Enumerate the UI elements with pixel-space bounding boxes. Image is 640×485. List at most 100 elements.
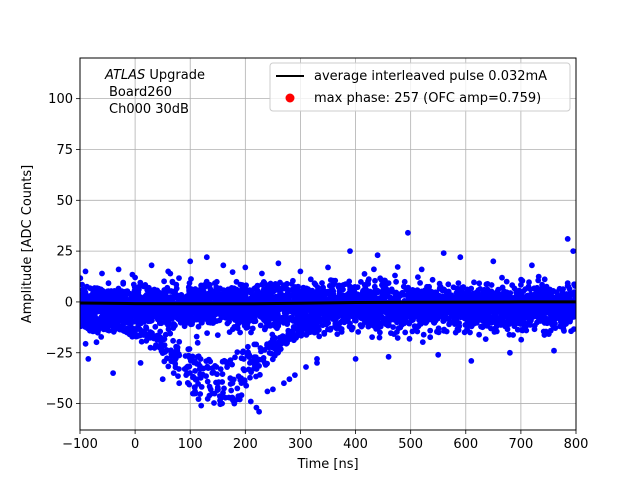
- sample-point: [493, 314, 500, 320]
- sample-point: [156, 307, 163, 313]
- sample-point: [119, 312, 126, 319]
- sample-point: [568, 328, 574, 335]
- sample-point: [196, 366, 203, 373]
- sample-point: [186, 381, 193, 388]
- sample-point: [372, 277, 378, 284]
- sample-point: [402, 316, 409, 323]
- sample-point: [250, 318, 257, 325]
- outlier-point: [132, 274, 139, 281]
- sample-point: [289, 332, 296, 339]
- sample-point: [204, 330, 211, 336]
- x-axis-label: Time [ns]: [296, 457, 358, 472]
- sample-point: [327, 292, 333, 299]
- sample-point: [245, 349, 252, 356]
- sample-point: [526, 279, 532, 286]
- sample-point: [361, 271, 368, 277]
- legend: average interleaved pulse 0.032mA max ph…: [269, 62, 571, 112]
- sample-point: [394, 264, 401, 270]
- sample-point: [440, 318, 447, 324]
- sample-point: [204, 378, 211, 385]
- sample-point: [425, 292, 432, 299]
- sample-point: [481, 307, 488, 314]
- sample-point: [524, 293, 531, 299]
- sample-point: [382, 277, 388, 284]
- plot-area: [80, 58, 576, 430]
- sample-point: [417, 306, 424, 312]
- sample-point: [105, 280, 112, 287]
- sample-point: [260, 357, 267, 364]
- sample-point: [287, 316, 293, 322]
- sample-point: [415, 323, 422, 329]
- sample-point: [132, 326, 139, 332]
- y-axis-label: Amplitude [ADC Counts]: [20, 165, 35, 323]
- sample-point: [510, 311, 517, 318]
- sample-point: [140, 283, 147, 290]
- sample-point: [253, 341, 260, 348]
- sample-point: [139, 328, 146, 335]
- y-tick-label: −50: [46, 397, 73, 412]
- sample-point: [405, 310, 412, 317]
- sample-point: [321, 331, 328, 337]
- atlas-italic: ATLAS: [104, 68, 145, 83]
- sample-point: [336, 288, 343, 294]
- legend-marker-swatch: [285, 93, 295, 103]
- sample-point: [233, 278, 240, 285]
- sample-point: [336, 293, 343, 300]
- sample-point: [347, 283, 353, 290]
- sample-point: [120, 327, 126, 334]
- outlier-point: [570, 248, 576, 254]
- x-tick-label: 0: [131, 437, 139, 452]
- sample-point: [254, 292, 261, 299]
- sample-point: [239, 282, 246, 288]
- sample-point: [222, 311, 229, 317]
- sample-point: [313, 314, 320, 321]
- sample-point: [572, 281, 576, 288]
- sample-point: [475, 287, 482, 293]
- sample-point: [357, 322, 364, 328]
- sample-point: [259, 281, 265, 288]
- sample-point: [248, 369, 255, 375]
- sample-point: [162, 291, 168, 297]
- sample-point: [419, 339, 426, 345]
- sample-point: [430, 317, 437, 323]
- sample-point: [104, 293, 110, 300]
- sample-point: [304, 313, 311, 320]
- sample-point: [541, 276, 548, 283]
- sample-point: [247, 374, 253, 381]
- sample-point: [167, 294, 174, 300]
- sample-point: [539, 302, 546, 309]
- sample-point: [307, 276, 314, 283]
- sample-point: [249, 325, 256, 332]
- sample-point: [440, 286, 447, 293]
- outlier-point: [418, 266, 425, 273]
- x-tick-label: 600: [453, 437, 478, 452]
- sample-point: [137, 279, 144, 286]
- x-tick-label: 500: [398, 437, 423, 452]
- sample-point: [312, 281, 319, 288]
- outlier-point: [385, 353, 392, 360]
- sample-point: [264, 360, 270, 367]
- sample-point: [87, 320, 94, 327]
- sample-point: [158, 340, 165, 347]
- sample-point: [192, 376, 199, 383]
- sample-point: [450, 284, 457, 291]
- outlier-point: [203, 254, 210, 261]
- outlier-point: [231, 400, 238, 407]
- sample-point: [392, 272, 398, 279]
- sample-point: [371, 266, 377, 273]
- sample-point: [563, 319, 569, 326]
- sample-point: [314, 305, 320, 312]
- sample-point: [334, 331, 341, 337]
- outlier-point: [374, 252, 381, 259]
- sample-point: [456, 320, 462, 326]
- sample-point: [515, 306, 522, 312]
- sample-point: [370, 322, 377, 329]
- sample-point: [424, 303, 431, 310]
- sample-point: [240, 366, 247, 372]
- sample-point: [290, 277, 296, 284]
- sample-point: [450, 295, 457, 302]
- sample-point: [526, 306, 532, 312]
- outlier-point: [253, 404, 260, 411]
- sample-point: [393, 278, 399, 285]
- sample-point: [475, 307, 482, 314]
